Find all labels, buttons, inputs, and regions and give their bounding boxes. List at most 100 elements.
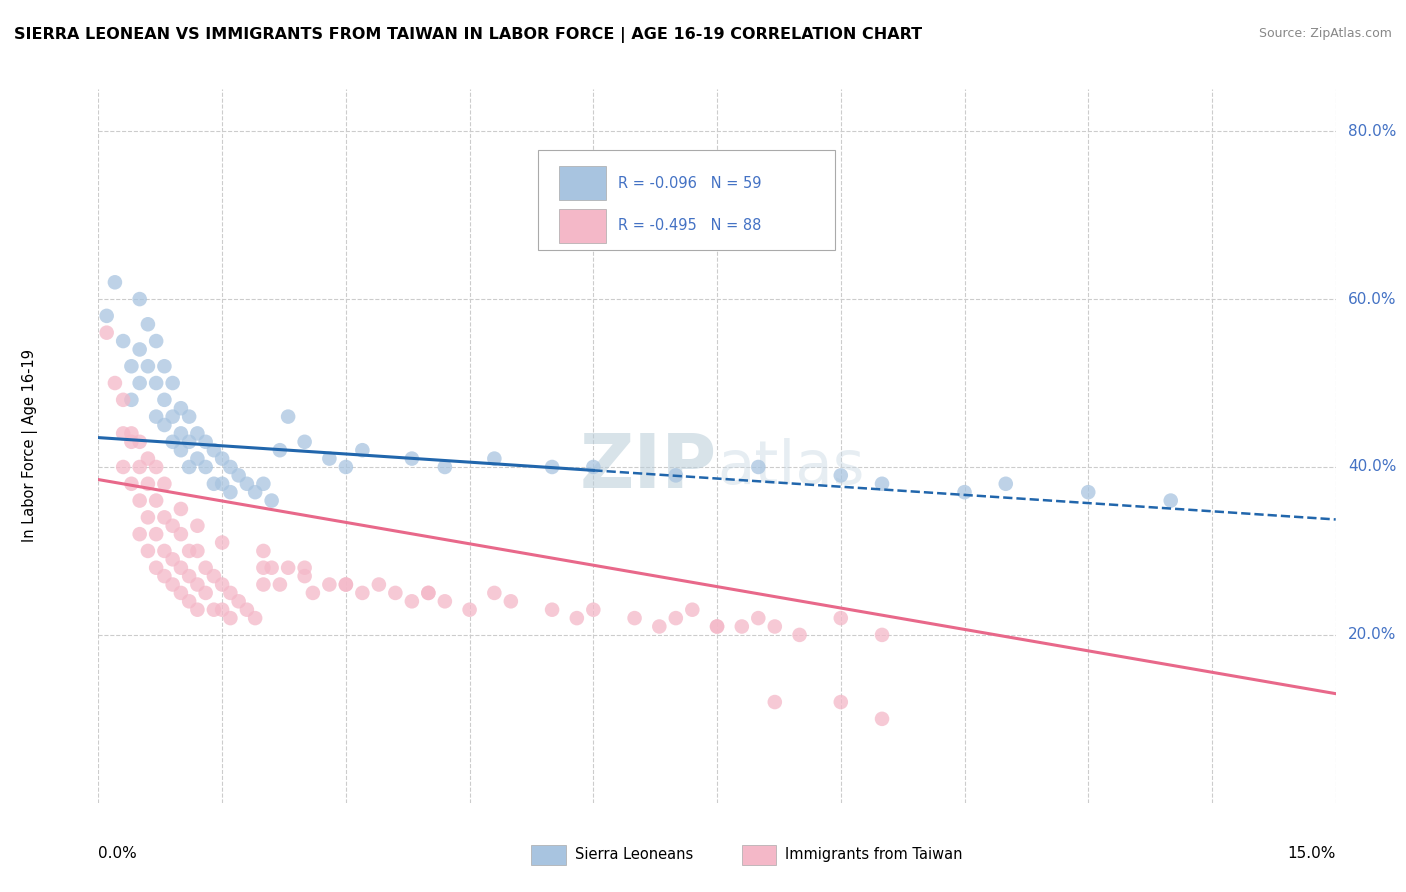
Point — [194, 434, 217, 449]
Point — [433, 460, 456, 475]
Point — [179, 434, 201, 449]
Point — [145, 334, 167, 348]
Point — [145, 560, 167, 574]
Point — [136, 451, 159, 466]
Point — [747, 611, 769, 625]
Point — [830, 611, 852, 625]
Point — [202, 569, 225, 583]
Point — [499, 594, 522, 608]
Point — [120, 359, 142, 374]
Point — [194, 460, 217, 475]
Text: Sierra Leoneans: Sierra Leoneans — [575, 847, 693, 863]
Point — [128, 434, 150, 449]
Point — [401, 594, 423, 608]
Point — [153, 544, 176, 558]
Point — [243, 611, 266, 625]
Point — [236, 476, 259, 491]
Point — [318, 451, 340, 466]
Point — [352, 443, 374, 458]
Point — [145, 460, 167, 475]
Point — [128, 292, 150, 306]
Text: 15.0%: 15.0% — [1288, 846, 1336, 861]
Point — [418, 586, 440, 600]
Point — [179, 460, 201, 475]
Point — [186, 603, 208, 617]
Point — [252, 476, 274, 491]
Point — [260, 560, 283, 574]
Point — [252, 560, 274, 574]
Point — [228, 468, 250, 483]
Point — [211, 603, 233, 617]
Point — [994, 476, 1017, 491]
Point — [623, 611, 645, 625]
Point — [953, 485, 976, 500]
Point — [96, 309, 118, 323]
Point — [335, 577, 357, 591]
Point — [789, 628, 811, 642]
Point — [458, 603, 481, 617]
Text: SIERRA LEONEAN VS IMMIGRANTS FROM TAIWAN IN LABOR FORCE | AGE 16-19 CORRELATION : SIERRA LEONEAN VS IMMIGRANTS FROM TAIWAN… — [14, 27, 922, 43]
Point — [202, 443, 225, 458]
Point — [128, 527, 150, 541]
Point — [128, 460, 150, 475]
Point — [228, 594, 250, 608]
Point — [731, 619, 754, 633]
Point — [277, 560, 299, 574]
Point — [294, 434, 316, 449]
Text: Immigrants from Taiwan: Immigrants from Taiwan — [785, 847, 963, 863]
Point — [582, 460, 605, 475]
Point — [96, 326, 118, 340]
Point — [706, 619, 728, 633]
Point — [112, 334, 135, 348]
Point — [1160, 493, 1182, 508]
Point — [418, 586, 440, 600]
Point — [120, 476, 142, 491]
Point — [219, 611, 242, 625]
Point — [219, 586, 242, 600]
Point — [681, 603, 703, 617]
Point — [104, 376, 127, 390]
Point — [269, 577, 291, 591]
Point — [179, 594, 201, 608]
Point — [104, 275, 127, 289]
Point — [582, 603, 605, 617]
Point — [830, 695, 852, 709]
Point — [335, 577, 357, 591]
Point — [186, 518, 208, 533]
Point — [153, 510, 176, 524]
Point — [260, 493, 283, 508]
Point — [870, 476, 893, 491]
Point — [112, 460, 135, 475]
Point — [162, 577, 184, 591]
Point — [170, 426, 193, 441]
Point — [120, 434, 142, 449]
FancyBboxPatch shape — [537, 150, 835, 250]
Point — [747, 460, 769, 475]
Point — [219, 460, 242, 475]
Point — [352, 586, 374, 600]
Point — [565, 611, 588, 625]
Point — [277, 409, 299, 424]
Point — [219, 485, 242, 500]
Point — [269, 443, 291, 458]
Point — [186, 451, 208, 466]
Point — [401, 451, 423, 466]
Point — [648, 619, 671, 633]
Point — [179, 409, 201, 424]
Point — [202, 476, 225, 491]
Point — [541, 603, 564, 617]
Point — [136, 476, 159, 491]
Point — [202, 603, 225, 617]
Point — [870, 712, 893, 726]
Point — [170, 527, 193, 541]
Point — [211, 535, 233, 549]
Point — [484, 451, 506, 466]
Point — [128, 376, 150, 390]
Point — [484, 586, 506, 600]
Point — [162, 518, 184, 533]
Point — [162, 552, 184, 566]
Point — [136, 510, 159, 524]
Point — [162, 376, 184, 390]
Text: Source: ZipAtlas.com: Source: ZipAtlas.com — [1258, 27, 1392, 40]
Point — [294, 560, 316, 574]
